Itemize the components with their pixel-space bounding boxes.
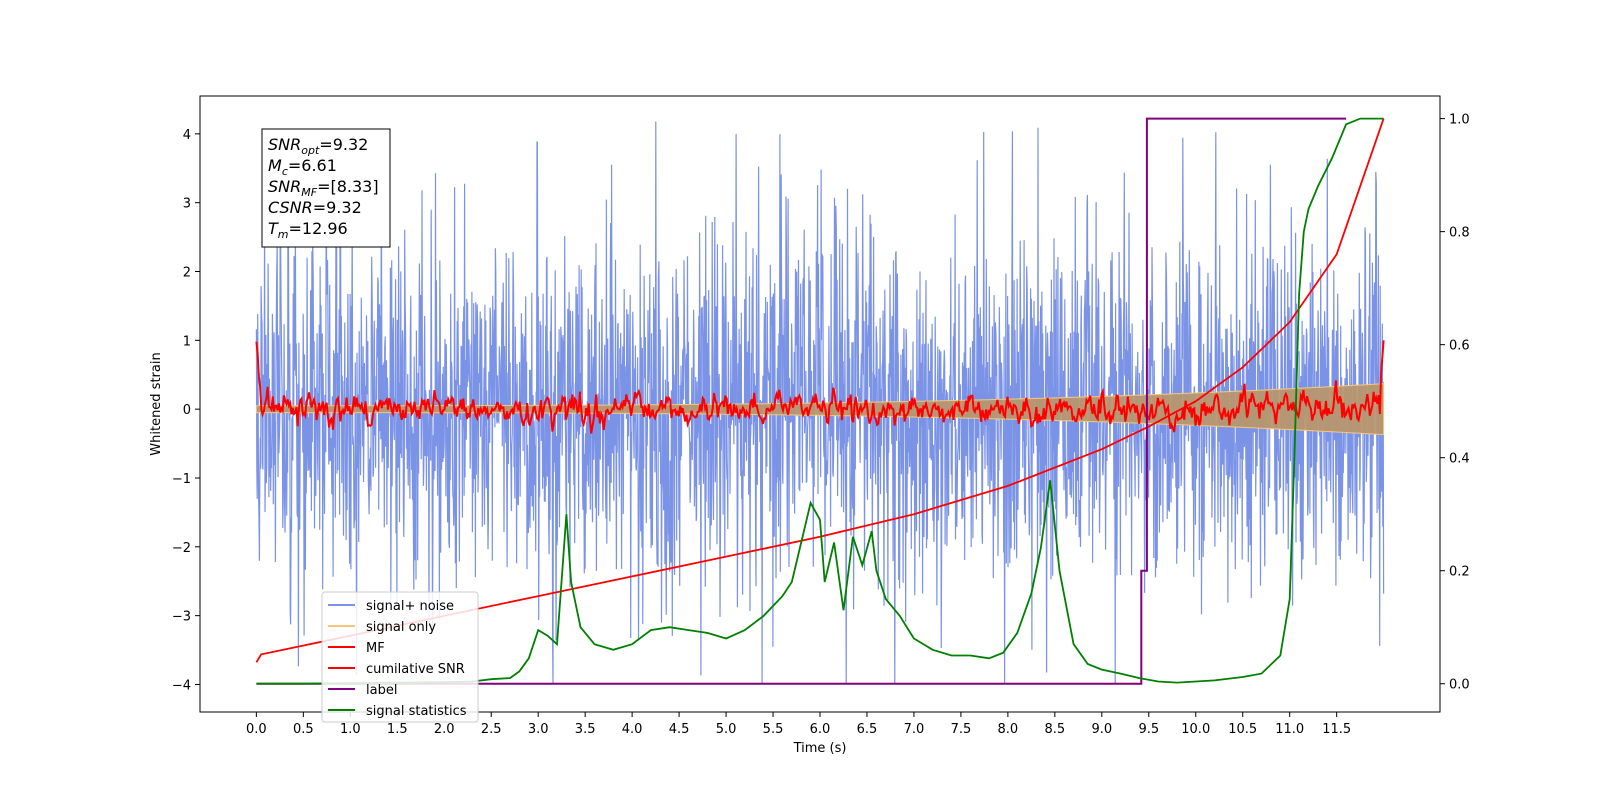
legend-frame (321, 591, 479, 723)
x-tick-label: 7.0 (904, 722, 925, 737)
x-tick-label: 3.5 (575, 722, 596, 737)
stats-line: CSNR=9.32 (268, 198, 362, 217)
y2-tick-label: 0.6 (1449, 339, 1470, 354)
x-tick-label: 9.0 (1091, 722, 1112, 737)
x-tick-label: 2.5 (481, 722, 502, 737)
y2-tick-label: 0.8 (1449, 226, 1470, 241)
y-axis-label: Whitened strain (149, 352, 164, 455)
x-tick-label: 8.5 (1045, 722, 1066, 737)
x-tick-label: 10.0 (1181, 722, 1210, 737)
y2-tick-label: 1.0 (1449, 113, 1470, 128)
y-tick-label: −2 (172, 541, 191, 556)
x-tick-label: 4.0 (622, 722, 643, 737)
y-tick-label: −1 (172, 472, 191, 487)
x-tick-label: 2.0 (434, 722, 455, 737)
x-tick-label: 11.0 (1275, 722, 1304, 737)
x-tick-label: 6.0 (810, 722, 831, 737)
x-tick-label: 5.5 (763, 722, 784, 737)
x-tick-label: 0.0 (246, 722, 267, 737)
series-label-line (256, 117, 1347, 685)
x-tick-label: 1.0 (340, 722, 361, 737)
x-tick-label: 11.5 (1322, 722, 1351, 737)
x-tick-label: 1.5 (387, 722, 408, 737)
x-tick-label: 6.5 (857, 722, 878, 737)
legend-label-mf: MF (366, 641, 385, 656)
x-tick-label: 9.5 (1138, 722, 1159, 737)
x-tick-label: 10.5 (1228, 722, 1257, 737)
axes-layer: 0.0 0.5 1.0 1.5 2.0 2.5 3.0 3.5 4.0 4.5 5.0 5.5 6.0 6… (172, 113, 1470, 737)
stats-box-frame (261, 128, 391, 248)
x-tick-label: 3.0 (528, 722, 549, 737)
legend-label-signal-statistics: signal statistics (366, 704, 467, 719)
x-tick-label: 0.5 (293, 722, 314, 737)
x-tick-label: 4.5 (669, 722, 690, 737)
legend: signal+ noise signal only MF cumilative SNR… (321, 591, 479, 723)
y2-tick-label: 0.0 (1449, 678, 1470, 693)
stats-line: SNRMF=[8.33] (268, 177, 379, 199)
y-tick-label: 3 (183, 197, 191, 212)
series-mf-line (255, 340, 1385, 434)
y-tick-label: −4 (172, 678, 191, 693)
x-axis-label: Time (s) (793, 741, 847, 756)
y-tick-label: 2 (183, 266, 191, 281)
x-tick-label: 8.0 (998, 722, 1019, 737)
y2-tick-label: 0.2 (1449, 565, 1470, 580)
y-tick-label: −3 (172, 610, 191, 625)
x-tick-label: 5.0 (716, 722, 737, 737)
legend-label-label: label (366, 683, 397, 698)
y-tick-label: 4 (183, 128, 191, 143)
series-signal-statistics-line (256, 117, 1384, 685)
stats-line: Mc=6.61 (268, 156, 337, 178)
x-tick-label: 7.5 (951, 722, 972, 737)
y-tick-label: 1 (183, 334, 191, 349)
y-tick-label: 0 (183, 403, 191, 418)
stats-line: SNRopt=9.32 (268, 135, 368, 157)
legend-label-cumilative-snr: cumilative SNR (366, 662, 465, 677)
y2-tick-label: 0.4 (1449, 452, 1470, 467)
legend-label-signal-noise: signal+ noise (366, 599, 454, 614)
stats-line: Tm=12.96 (268, 219, 348, 241)
legend-label-signal-only: signal only (366, 620, 436, 635)
